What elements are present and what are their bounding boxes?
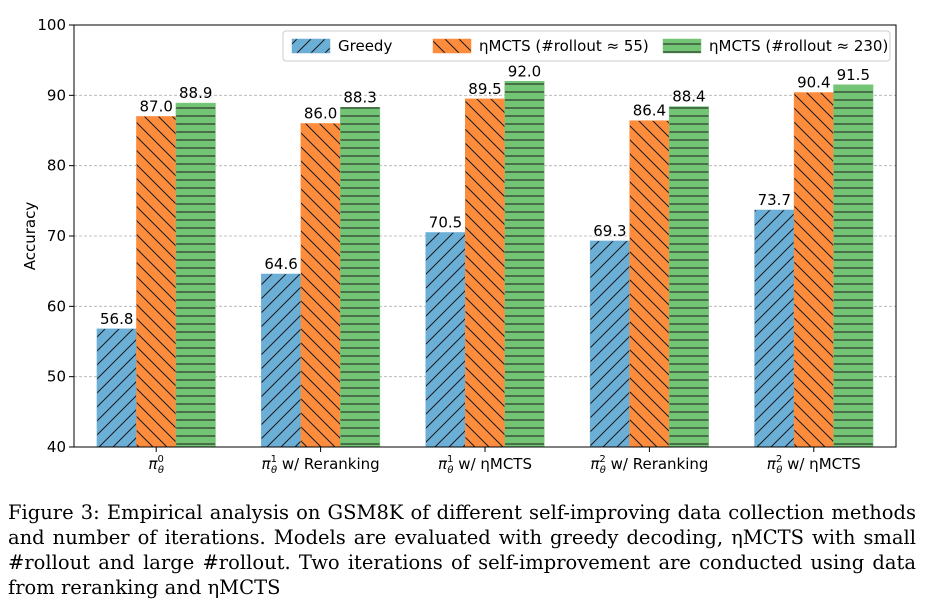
x-tick-label: π1 θ w/ Reranking <box>262 454 380 476</box>
value-label: 86.0 <box>304 104 337 122</box>
legend-swatch <box>432 38 472 54</box>
value-label: 88.4 <box>672 88 705 106</box>
y-tick-label: 100 <box>37 16 66 34</box>
bar-2-3 <box>465 98 505 448</box>
value-label: 92.0 <box>508 62 541 80</box>
bar-1-2 <box>261 273 302 448</box>
bar-1-5 <box>754 209 795 448</box>
y-tick-label: 70 <box>47 227 66 245</box>
bar-3-2 <box>340 107 381 448</box>
x-tick-label: π1 θ w/ ηMCTS <box>438 454 532 476</box>
value-label: 70.5 <box>429 213 462 231</box>
bar-1-4 <box>589 240 630 448</box>
value-label: 64.6 <box>264 255 297 273</box>
bar-3-4 <box>668 106 709 448</box>
legend-label: Greedy <box>338 37 392 55</box>
y-tick-label: 60 <box>47 297 66 315</box>
value-label: 73.7 <box>758 191 791 209</box>
value-label: 69.3 <box>593 222 626 240</box>
bar-1-1 <box>96 328 137 448</box>
x-tick-label: π0 θ <box>148 454 164 476</box>
bar-3-3 <box>504 81 545 448</box>
value-label: 87.0 <box>139 97 172 115</box>
bar-2-4 <box>629 120 670 448</box>
value-label: 56.8 <box>100 310 133 328</box>
x-tick-label: π2 θ w/ Reranking <box>590 454 708 476</box>
value-label: 88.9 <box>179 84 212 102</box>
bar-chart: 40 50 60 70 80 90 100 π0 θ π1 θ w/ Reranking π1 θ w… <box>21 16 897 476</box>
caption-text: Empirical analysis on GSM8K of different… <box>8 501 923 599</box>
bar-3-1 <box>175 102 216 448</box>
value-label: 88.3 <box>343 88 376 106</box>
legend: Greedy ηMCTS (#rollout ≈ 55) ηMCTS (#rollo… <box>282 30 891 62</box>
y-axis: 40 50 60 70 80 90 100 <box>37 16 74 456</box>
bar-3-5 <box>833 84 874 448</box>
bar-2-2 <box>300 123 341 448</box>
bar-2-5 <box>793 92 834 448</box>
figure-caption: Figure 3: Empirical analysis on GSM8K of… <box>8 500 916 600</box>
y-tick-label: 90 <box>47 86 66 104</box>
bar-2-1 <box>136 116 177 448</box>
value-label: 89.5 <box>468 80 501 98</box>
x-tick-label: π2 θ w/ ηMCTS <box>767 454 861 476</box>
legend-label: ηMCTS (#rollout ≈ 230) <box>709 37 888 55</box>
caption-label: Figure 3: <box>8 501 100 524</box>
value-label: 86.4 <box>633 102 666 120</box>
bar-1-3 <box>425 232 466 448</box>
y-tick-label: 40 <box>47 438 66 456</box>
y-tick-label: 50 <box>47 368 66 386</box>
value-label: 90.4 <box>797 74 830 92</box>
bars <box>96 81 874 448</box>
legend-label: ηMCTS (#rollout ≈ 55) <box>479 37 649 55</box>
legend-swatch <box>662 38 702 54</box>
x-axis: π0 θ π1 θ w/ Reranking π1 θ w/ ηMCTS π2 θ w/ Re… <box>148 447 861 476</box>
legend-box <box>282 30 891 62</box>
value-label: 91.5 <box>837 66 870 84</box>
y-axis-label: Accuracy <box>21 202 39 271</box>
y-tick-label: 80 <box>47 157 66 175</box>
legend-swatch <box>291 38 331 54</box>
value-labels: 56.8 87.0 88.9 64.6 86.0 88.3 70.5 89.5 92.0 69.3… <box>100 62 870 328</box>
